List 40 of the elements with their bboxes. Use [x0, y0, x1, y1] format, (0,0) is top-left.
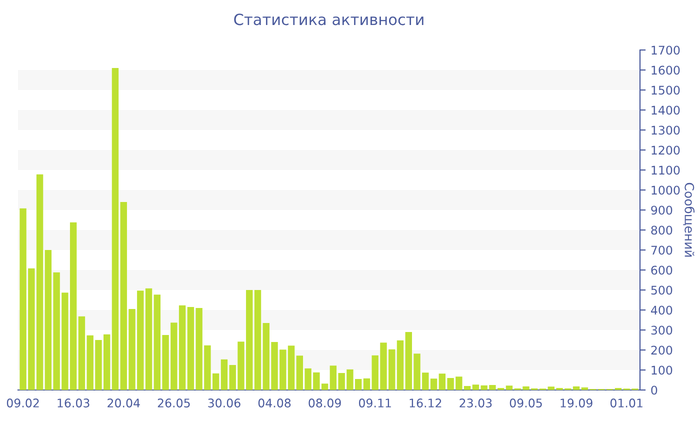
x-tick-label: 23.03 [460, 398, 492, 408]
y-tick-label: 1700 [652, 46, 680, 55]
y-tick-label: 200 [651, 346, 672, 355]
y-tick-label: 400 [650, 306, 672, 315]
y-tick-label: 100 [652, 366, 672, 375]
x-tick-label: 09.11 [358, 398, 391, 408]
bar [363, 378, 370, 390]
x-tick-label: 04.08 [258, 398, 291, 408]
y-tick-label: 600 [651, 266, 672, 275]
chart-title: Статистика активности [234, 14, 424, 26]
y-tick-label: 1600 [652, 66, 680, 75]
bar [112, 68, 119, 390]
x-tick-label: 08.09 [308, 398, 341, 408]
y-axis-title: Сообщений [683, 182, 695, 257]
y-tick-label: 1400 [652, 106, 680, 115]
x-tick-label: 01.01 [610, 398, 642, 408]
bar [145, 288, 152, 390]
y-tick-label: 1000 [652, 186, 680, 195]
x-tick-label: 19.09 [560, 398, 592, 408]
y-tick-label: 800 [651, 226, 672, 235]
x-tick-label: 20.04 [108, 398, 140, 408]
y-tick-label: 0 [651, 386, 658, 395]
bar [396, 340, 404, 390]
x-tick-label: 30.06 [208, 398, 240, 408]
x-tick-label: 26.05 [158, 398, 190, 408]
x-tick-label: 16.12 [410, 398, 442, 408]
y-tick-label: 1300 [652, 126, 680, 135]
y-tick-label: 900 [651, 206, 672, 215]
y-tick-label: 1500 [652, 86, 680, 95]
bar [506, 386, 513, 390]
x-tick-label: 09.05 [510, 398, 542, 408]
y-tick-label: 700 [651, 246, 672, 255]
y-tick-label: 1200 [652, 146, 680, 155]
bar [288, 346, 295, 390]
x-tick-label: 16.03 [58, 398, 90, 408]
y-tick-label: 300 [651, 326, 672, 335]
y-tick-label: 500 [651, 286, 672, 295]
x-tick-label: 09.02 [6, 398, 39, 408]
bar [254, 290, 262, 390]
y-tick-label: 1100 [652, 166, 680, 175]
